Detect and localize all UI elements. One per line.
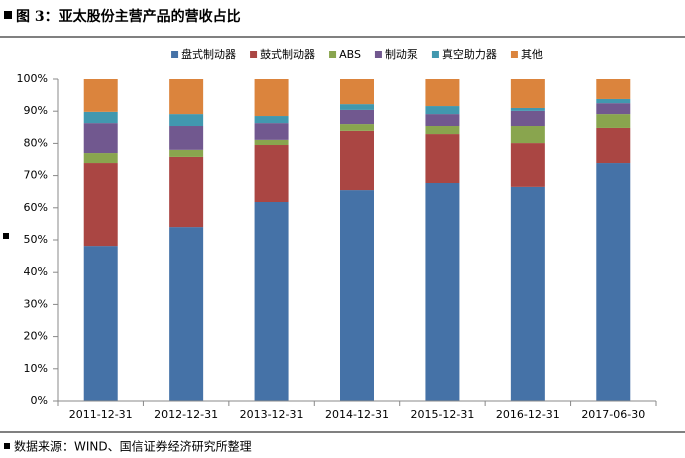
bar-segment <box>510 110 545 127</box>
x-tick-label: 2014-12-31 <box>325 408 389 421</box>
y-tick-label: 80% <box>24 136 48 149</box>
legend-swatch <box>329 51 337 58</box>
y-tick-label: 100% <box>17 72 48 85</box>
x-tick-label: 2013-12-31 <box>240 408 304 421</box>
bar-segment <box>596 79 631 99</box>
bar-segment <box>254 202 289 401</box>
source: 数据来源：WIND、国信证券经济研究所整理 <box>14 439 252 454</box>
x-tick-label: 2015-12-31 <box>410 408 474 421</box>
bar-segment <box>169 114 204 127</box>
x-tick-label: 2011-12-31 <box>69 408 133 421</box>
y-tick-label: 50% <box>24 233 48 246</box>
legend-label: 制动泵 <box>385 48 418 61</box>
x-tick-label: 2017-06-30 <box>581 408 645 421</box>
title-bullet <box>4 11 12 19</box>
bar-segment <box>510 107 545 111</box>
legend-label: 真空助力器 <box>442 47 497 61</box>
legend-label: 其他 <box>521 48 543 61</box>
bar-segment <box>340 104 374 110</box>
y-tick-label: 60% <box>24 201 48 214</box>
bar-segment <box>254 79 289 117</box>
bullet <box>3 233 9 239</box>
bar-segment <box>169 227 204 401</box>
legend: 盘式制动器 鼓式制动器 ABS 制动泵 真空助力器 其他 <box>171 47 543 61</box>
bar-segment <box>596 114 631 128</box>
y-tick-label: 20% <box>24 330 48 343</box>
bar-segment <box>425 126 460 135</box>
bar-segment <box>340 79 374 105</box>
bar-segment <box>83 163 118 247</box>
chart-title: 图 3：亚太股份主营产品的营收占比 <box>16 8 241 25</box>
legend-label: ABS <box>339 48 361 61</box>
bar-segment <box>340 124 374 131</box>
bar-segment <box>83 123 118 154</box>
legend-swatch <box>431 51 439 58</box>
y-tick-label: 90% <box>24 104 48 117</box>
source-bullet <box>4 443 10 449</box>
bar-segment <box>169 126 204 150</box>
bar-segment <box>169 149 204 157</box>
bar-segment <box>596 103 631 115</box>
bar-segment <box>254 116 289 124</box>
legend-swatch <box>250 51 258 58</box>
bar-segment <box>254 145 289 203</box>
legend-swatch <box>171 51 179 58</box>
bar-segment <box>169 79 204 115</box>
x-tick-label: 2016-12-31 <box>496 408 560 421</box>
bar-segment <box>340 130 374 191</box>
bar-segment <box>425 183 460 401</box>
bar-segment <box>83 246 118 401</box>
bar-segment <box>425 79 460 107</box>
y-tick-label: 70% <box>24 169 48 182</box>
bar-segment <box>425 106 460 115</box>
bar-segment <box>596 127 631 164</box>
bar-segment <box>596 98 631 104</box>
bar-segment <box>254 123 289 140</box>
x-tick-label: 2012-12-31 <box>154 408 218 421</box>
bar-segment <box>340 109 374 125</box>
legend-label: 盘式制动器 <box>181 47 236 61</box>
legend-label: 鼓式制动器 <box>260 47 315 61</box>
bar-segment <box>83 111 118 124</box>
bar-segment <box>425 134 460 184</box>
y-tick-label: 40% <box>24 265 48 278</box>
bar-segment <box>169 156 204 228</box>
bar-segment <box>596 163 631 401</box>
bar-segment <box>510 126 545 144</box>
bar-segment <box>340 190 374 401</box>
y-tick-label: 30% <box>24 297 48 310</box>
bar-segment <box>510 79 545 108</box>
bar-segment <box>254 139 289 146</box>
bar-segment <box>425 114 460 127</box>
bar-segment <box>83 79 118 112</box>
legend-swatch <box>510 51 518 58</box>
bar-segment <box>83 153 118 164</box>
y-tick-label: 10% <box>24 362 48 375</box>
legend-swatch <box>374 51 382 58</box>
bar-segment <box>510 143 545 187</box>
bar-segment <box>510 186 545 401</box>
y-tick-label: 0% <box>31 394 48 407</box>
